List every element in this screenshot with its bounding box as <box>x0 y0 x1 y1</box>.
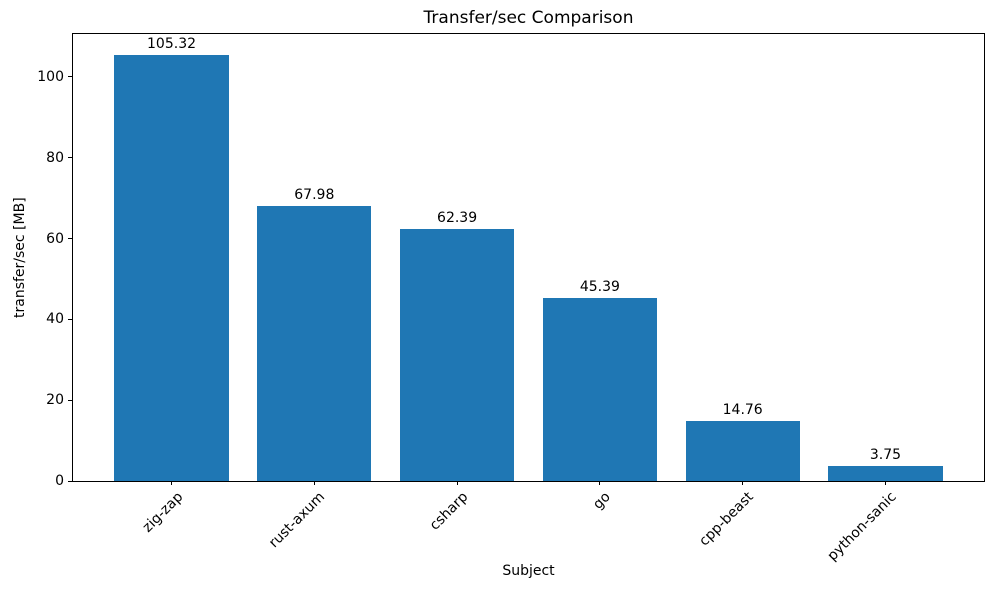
bar-python-sanic <box>828 465 943 481</box>
bar-rust-axum <box>257 206 372 481</box>
x-tick-mark <box>313 481 315 485</box>
x-tick-mark <box>884 481 886 485</box>
y-tick-label: 0 <box>55 473 64 489</box>
bar-value-label: 45.39 <box>579 278 620 295</box>
y-tick-label: 80 <box>46 149 64 166</box>
bar-value-label: 67.98 <box>294 187 335 204</box>
x-tick-label: rust-axum <box>266 489 329 552</box>
x-tick-mark <box>742 481 744 485</box>
y-tick-label: 100 <box>37 68 64 85</box>
x-tick-mark <box>599 481 601 485</box>
y-tick-label: 40 <box>46 311 64 328</box>
x-tick-label: python-sanic <box>824 489 900 565</box>
y-tick-label: 60 <box>46 230 64 247</box>
y-tick-mark <box>68 480 72 482</box>
bar-cpp-beast <box>685 421 800 481</box>
plot-area: 105.32 zig-zap 67.98 rust-axum 62.39 csharp 45… <box>37 33 985 564</box>
x-tick-mark <box>171 481 173 485</box>
x-tick-label: go <box>590 489 615 513</box>
chart-title: Transfer/sec Comparison <box>423 8 634 28</box>
y-tick-mark <box>68 157 72 159</box>
bar-go <box>542 297 657 481</box>
bar-value-label: 105.32 <box>147 36 197 53</box>
x-axis-label: Subject <box>502 563 555 579</box>
x-tick-mark <box>456 481 458 485</box>
y-axis-label: transfer/sec [MB] <box>12 197 28 318</box>
x-tick-label: csharp <box>426 489 472 534</box>
y-tick-mark <box>68 76 72 78</box>
x-tick-label: zig-zap <box>139 489 186 536</box>
bar-csharp <box>399 228 515 481</box>
y-tick-mark <box>68 318 72 320</box>
bar-zig-zap <box>114 55 229 481</box>
y-tick-mark <box>68 399 72 401</box>
x-tick-label: cpp-beast <box>696 489 758 550</box>
bar-value-label: 14.76 <box>722 402 763 419</box>
y-tick-label: 20 <box>46 392 64 409</box>
bar-value-label: 3.75 <box>869 446 902 463</box>
y-tick-mark <box>68 238 72 239</box>
bar-value-label: 62.39 <box>437 209 478 226</box>
